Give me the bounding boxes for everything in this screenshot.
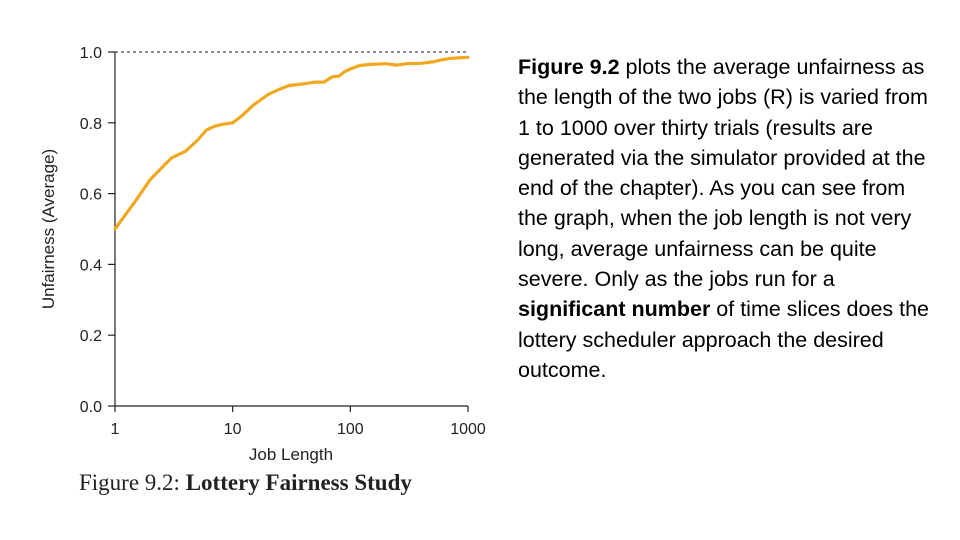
- y-tick-label: 0.8: [80, 116, 102, 133]
- description-emphasis: significant number: [518, 297, 711, 322]
- figure-reference: Figure 9.2: [518, 55, 620, 79]
- y-tick-label: 1.0: [80, 45, 102, 62]
- y-tick-label: 0.4: [80, 257, 102, 274]
- description-part-1: plots the average unfairness as the leng…: [518, 55, 928, 292]
- x-axis-title: Job Length: [249, 445, 333, 464]
- caption-title: Lottery Fairness Study: [185, 470, 412, 495]
- x-tick-label: 10: [224, 421, 242, 438]
- y-axis-title: Unfairness (Average): [39, 149, 58, 309]
- x-tick-label: 1000: [450, 421, 486, 438]
- y-tick-label: 0.6: [80, 187, 102, 204]
- description-part-2: of time slices does the lottery schedule…: [518, 297, 930, 382]
- x-tick-label: 1: [111, 421, 120, 438]
- y-tick-label: 0.2: [80, 328, 102, 345]
- figure-caption: Figure 9.2: Lottery Fairness Study: [79, 470, 412, 496]
- description-text: Figure 9.2 plots the average unfairness …: [518, 52, 938, 385]
- x-tick-label: 100: [337, 421, 364, 438]
- y-axis-ticks: 0.0 0.2 0.4 0.6 0.8 1.0: [80, 45, 115, 416]
- series-line: [113, 55, 470, 231]
- caption-label: Figure 9.2:: [79, 470, 180, 495]
- x-axis-ticks: 1 10 100 1000: [111, 406, 486, 438]
- y-tick-label: 0.0: [80, 399, 102, 416]
